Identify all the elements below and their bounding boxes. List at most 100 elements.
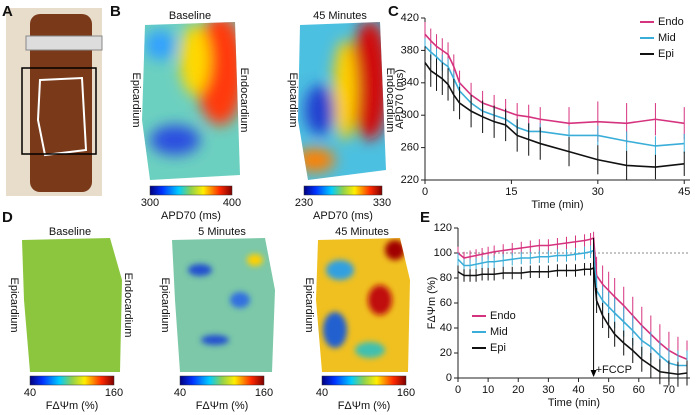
shape	[22, 238, 122, 372]
shape	[305, 85, 335, 135]
colorbar	[179, 375, 265, 386]
shape	[230, 292, 250, 308]
legend-label: Endo	[490, 310, 516, 322]
shape	[323, 240, 405, 358]
shape	[247, 254, 263, 266]
heatmap	[22, 238, 122, 372]
y-tick-label: 260	[401, 142, 419, 154]
colorbar-label: APD70 (ms)	[313, 210, 373, 222]
heatmap	[172, 238, 275, 372]
y-axis-label: APD70 (ms)	[394, 69, 406, 129]
axis	[457, 228, 690, 379]
x-tick-label: 0	[422, 186, 428, 198]
side-label: Endocardium	[238, 68, 250, 133]
colorbar-min: 300	[141, 197, 159, 209]
annotation: +FCCP	[596, 364, 632, 376]
shape	[326, 260, 354, 280]
x-axis-label: Time (min)	[548, 397, 600, 409]
x-tick-label: 30	[592, 186, 604, 198]
y-tick-label: 40	[440, 322, 452, 334]
y-tick-label: 100	[434, 247, 452, 259]
x-tick-label: 15	[505, 186, 517, 198]
axis	[424, 18, 690, 181]
heatmap	[298, 22, 386, 180]
shape	[298, 148, 335, 172]
y-tick-label: 340	[401, 77, 419, 89]
colorbar-min: 40	[174, 387, 186, 399]
x-axis-label: Time (min)	[531, 199, 583, 211]
shape	[25, 35, 103, 51]
series-line	[457, 249, 687, 367]
colorbar-max: 160	[397, 387, 415, 399]
shape	[145, 22, 240, 155]
shape	[385, 240, 405, 260]
colorbar-label: FΔΨm (%)	[196, 400, 249, 412]
series-line	[424, 62, 685, 168]
shape	[150, 125, 200, 155]
colorbar-label: FΔΨm (%)	[338, 400, 391, 412]
x-tick-label: 0	[455, 384, 461, 396]
shape	[323, 312, 347, 348]
y-tick-label: 20	[440, 347, 452, 359]
heatmap	[142, 22, 240, 180]
colorbar	[321, 375, 407, 386]
panel-label: E	[420, 209, 430, 226]
heatmap	[316, 238, 410, 372]
legend-label: Endo	[658, 16, 684, 28]
shape	[333, 40, 357, 140]
colorbar-max: 160	[105, 387, 123, 399]
y-tick-label: 60	[440, 297, 452, 309]
shape	[350, 22, 386, 140]
shape	[188, 254, 263, 345]
shape	[21, 67, 97, 155]
y-tick-label: 300	[401, 109, 419, 121]
colorbar-label: APD70 (ms)	[161, 210, 221, 222]
shape	[368, 285, 392, 315]
shape	[145, 30, 175, 60]
side-label: Epicardium	[8, 277, 20, 332]
side-label: Endocardium	[384, 68, 396, 133]
shape	[180, 25, 210, 95]
map-title: Baseline	[49, 226, 91, 238]
shape	[172, 238, 275, 372]
colorbar-min: 40	[24, 387, 36, 399]
series-line	[457, 266, 688, 376]
panel-label: D	[2, 209, 13, 226]
map-title: 5 Minutes	[198, 226, 246, 238]
shape	[36, 76, 88, 157]
colorbar	[303, 185, 383, 196]
panel-label: A	[2, 3, 13, 20]
y-axis-label: FΔΨm (%)	[426, 277, 438, 330]
legend-label: Mid	[658, 32, 676, 44]
side-label: Endocardium	[122, 273, 134, 338]
x-tick-label: 60	[633, 384, 645, 396]
colorbar-min: 40	[316, 387, 328, 399]
x-tick-label: 50	[603, 384, 615, 396]
side-label: Epicardium	[303, 277, 315, 332]
legend-label: Epi	[490, 342, 506, 354]
colorbar-max: 400	[223, 197, 241, 209]
colorbar	[149, 185, 233, 196]
legend-label: Epi	[658, 48, 674, 60]
shape	[188, 264, 212, 276]
x-tick-label: 40	[572, 384, 584, 396]
side-label: Epicardium	[159, 277, 171, 332]
shape	[355, 342, 385, 358]
panel-label: B	[110, 3, 121, 20]
photo	[6, 8, 103, 196]
shape	[201, 335, 229, 345]
legend-label: Mid	[490, 326, 508, 338]
colorbar-max: 330	[373, 197, 391, 209]
y-tick-label: 420	[401, 12, 419, 24]
shape	[30, 14, 92, 192]
x-tick-label: 10	[482, 384, 494, 396]
y-tick-label: 80	[440, 272, 452, 284]
side-label: Epicardium	[287, 72, 299, 127]
y-tick-label: 220	[401, 174, 419, 186]
colorbar-min: 230	[295, 197, 313, 209]
series-line	[424, 45, 685, 147]
x-tick-label: 20	[512, 384, 524, 396]
y-tick-label: 0	[446, 372, 452, 384]
y-tick-label: 120	[434, 222, 452, 234]
